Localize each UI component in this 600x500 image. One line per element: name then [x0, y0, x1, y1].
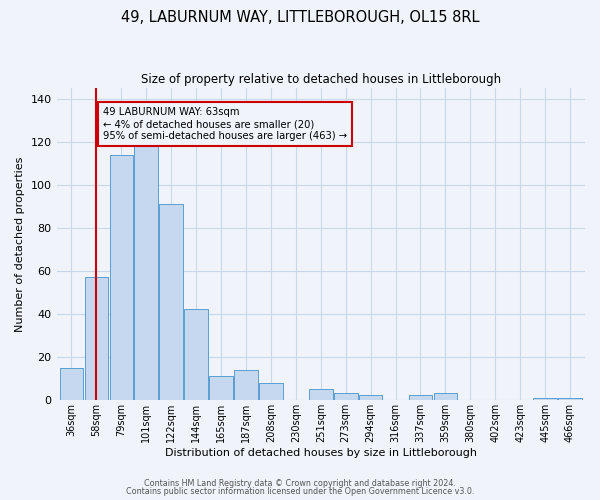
Bar	[110, 154, 133, 400]
Bar	[533, 398, 557, 400]
Title: Size of property relative to detached houses in Littleborough: Size of property relative to detached ho…	[141, 72, 501, 86]
Bar	[558, 398, 582, 400]
Bar	[309, 389, 332, 400]
Bar	[184, 310, 208, 400]
Bar	[434, 394, 457, 400]
Bar	[59, 368, 83, 400]
Text: Contains public sector information licensed under the Open Government Licence v3: Contains public sector information licen…	[126, 487, 474, 496]
Text: 49 LABURNUM WAY: 63sqm
← 4% of detached houses are smaller (20)
95% of semi-deta: 49 LABURNUM WAY: 63sqm ← 4% of detached …	[103, 108, 347, 140]
Bar	[234, 370, 258, 400]
Bar	[334, 394, 358, 400]
Text: Contains HM Land Registry data © Crown copyright and database right 2024.: Contains HM Land Registry data © Crown c…	[144, 478, 456, 488]
Y-axis label: Number of detached properties: Number of detached properties	[15, 156, 25, 332]
Bar	[134, 146, 158, 400]
Bar	[359, 396, 382, 400]
X-axis label: Distribution of detached houses by size in Littleborough: Distribution of detached houses by size …	[165, 448, 477, 458]
Bar	[209, 376, 233, 400]
Bar	[85, 277, 108, 400]
Bar	[409, 396, 433, 400]
Bar	[259, 382, 283, 400]
Bar	[160, 204, 183, 400]
Text: 49, LABURNUM WAY, LITTLEBOROUGH, OL15 8RL: 49, LABURNUM WAY, LITTLEBOROUGH, OL15 8R…	[121, 10, 479, 25]
